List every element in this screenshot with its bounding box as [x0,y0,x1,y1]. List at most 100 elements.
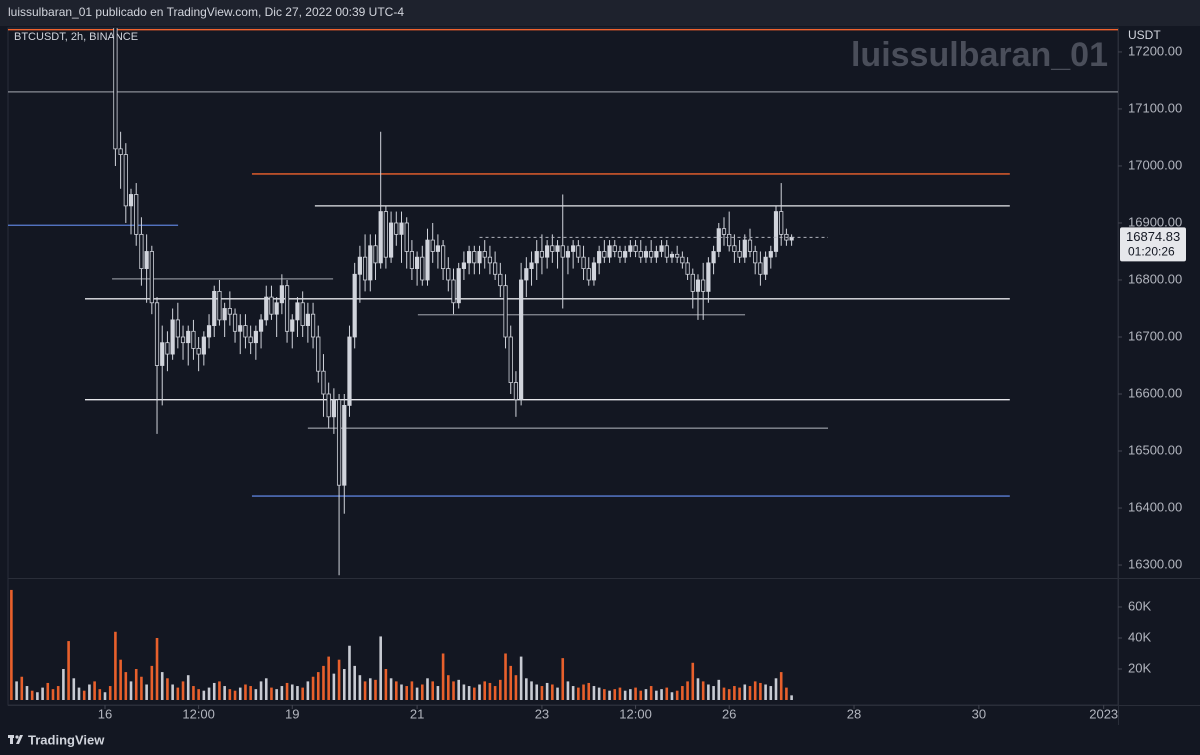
candle-body [217,290,222,321]
candle-body [680,256,685,264]
volume-bar [202,690,206,700]
candle-body [477,251,482,264]
volume-bar [634,687,637,700]
volume-bar [467,686,471,700]
candle-body [669,253,675,258]
candle-body [586,268,591,281]
volume-bar [67,641,70,700]
volume-bar [332,673,336,700]
volume-bar [384,668,388,700]
volume-bar [447,675,450,700]
volume-bar [218,681,221,700]
candle-body [383,211,388,258]
candle-body [685,262,690,275]
candle-body [404,222,409,252]
candle-body [539,251,545,258]
x-tick-label: 26 [722,706,736,721]
candle-body [472,251,477,264]
candle-body [243,325,248,338]
candle-body [420,256,425,281]
candle-body [295,302,300,321]
volume-bar [249,686,252,700]
candle-body [206,325,212,338]
volume-bar [701,681,705,700]
volume-bar [613,689,617,700]
volume-bar [545,682,549,700]
candle-body [409,251,414,269]
volume-bar [389,678,393,700]
candle-body [274,302,279,315]
volume-bar [296,686,299,700]
candles [113,28,828,576]
volume-bar [592,686,596,700]
candle-body [326,393,331,418]
volume-bar [10,589,13,700]
candle-body [430,239,435,252]
candle-body [175,319,180,338]
volume-bar [426,678,429,700]
footer-brand: TradingView [28,732,105,747]
volume-bar [743,684,747,700]
candle-body [128,194,134,207]
x-tick-label: 30 [972,706,986,721]
candle-body [305,313,310,326]
volume-bar [649,686,653,700]
candle-body [461,262,467,269]
volume-tick-label: 20K [1128,660,1151,675]
volume-tick-label: 60K [1128,598,1151,613]
candle-body [607,245,612,258]
volume-bar [72,678,76,700]
candle-body [123,154,128,207]
candle-body [253,330,258,344]
levels [8,29,1118,497]
candle-body [310,313,316,338]
volume-bar [597,687,601,700]
volume-bar [171,684,174,700]
volume-bar [483,681,487,700]
candle-body [456,268,461,304]
volume-bar [733,686,736,700]
candle-body [690,273,695,292]
volume-bar [186,675,190,700]
volume-bar [660,689,663,700]
candle-body [441,245,446,269]
candle-body [628,245,633,252]
volume-bar [566,681,570,700]
volume-bar [181,681,185,700]
volume-bar [420,684,424,700]
countdown: 01:20:26 [1128,244,1175,258]
y-tick-label: 16600.00 [1128,385,1182,400]
volume-bar [493,686,497,700]
y-tick-label: 17000.00 [1128,157,1182,172]
volume-bar [405,686,408,700]
volume-bar [790,695,793,700]
candle-body [534,251,539,264]
volume-bar [316,672,320,700]
volume-bar [140,676,143,700]
volume-bar [119,659,122,700]
volume-bar [285,682,289,700]
candle-body [336,399,342,486]
y-tick-label: 17200.00 [1128,43,1182,58]
candle-body [763,256,768,275]
volume-bar [129,681,133,700]
volume-bar [623,690,627,700]
volume-bar [722,687,726,700]
candle-body [654,251,659,258]
candle-body [747,239,753,252]
candle-body [165,342,170,355]
candle-body [134,194,139,235]
volume-bar [712,686,715,700]
volume-bar [150,665,154,700]
y-tick-label: 16400.00 [1128,499,1182,514]
volume-bar [738,687,741,700]
candle-body [768,251,773,258]
volume-bar [301,687,304,700]
x-tick-label: 2023 [1089,706,1118,721]
candle-body [695,279,701,292]
candle-body [602,251,607,258]
symbol-label: BTCUSDT, 2h, BINANCE [14,31,138,43]
volume-bar [779,672,783,700]
header-bar [0,0,1200,26]
volume-bar [478,684,481,700]
